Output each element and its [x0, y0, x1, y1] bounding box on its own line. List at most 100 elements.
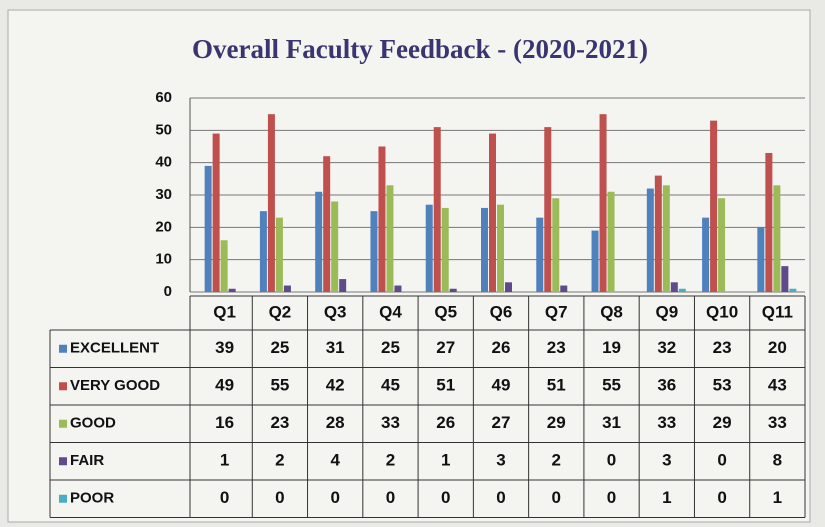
table-value: 55 — [602, 376, 621, 395]
legend-label: FAIR — [70, 452, 104, 469]
y-tick-label: 60 — [155, 89, 172, 106]
table-value: 3 — [662, 451, 671, 470]
table-value: 51 — [547, 376, 566, 395]
legend-label: GOOD — [70, 415, 116, 432]
table-value: 33 — [657, 413, 676, 432]
bar — [781, 266, 789, 292]
bar — [599, 114, 607, 293]
table-value: 0 — [607, 488, 616, 507]
bar — [670, 282, 678, 292]
legend-label: EXCELLENT — [70, 340, 159, 357]
table-value: 0 — [552, 488, 561, 507]
legend-swatch — [59, 457, 67, 466]
table-value: 2 — [386, 451, 395, 470]
x-tick-label: Q6 — [490, 302, 513, 321]
bar — [370, 211, 378, 292]
bar — [654, 175, 662, 292]
bar — [323, 156, 331, 292]
bar — [536, 217, 544, 292]
bar — [394, 285, 402, 292]
table-value: 31 — [326, 338, 345, 357]
bar — [378, 146, 386, 292]
bar — [449, 288, 457, 292]
bar — [662, 185, 670, 292]
x-tick-label: Q8 — [600, 302, 623, 321]
table-value: 39 — [215, 338, 234, 357]
bar — [789, 288, 797, 292]
bar — [481, 207, 488, 292]
table-value: 51 — [436, 376, 455, 395]
bar — [607, 191, 615, 292]
bar — [259, 211, 267, 292]
table-value: 49 — [215, 376, 234, 395]
x-tick-label: Q4 — [379, 302, 402, 321]
x-tick-label: Q2 — [269, 302, 292, 321]
table-value: 16 — [215, 413, 234, 432]
bar — [505, 282, 512, 292]
table-value: 1 — [773, 488, 782, 507]
table-value: 29 — [713, 413, 732, 432]
table-value: 49 — [492, 376, 511, 395]
table-value: 42 — [326, 376, 345, 395]
table-value: 33 — [381, 413, 400, 432]
bar — [204, 165, 212, 292]
bar — [283, 285, 291, 292]
y-tick-label: 10 — [155, 251, 172, 268]
table-value: 26 — [436, 413, 455, 432]
table-value: 25 — [270, 338, 289, 357]
bar — [425, 204, 433, 292]
legend-label: VERY GOOD — [70, 377, 160, 394]
bar — [228, 288, 236, 292]
y-tick-label: 30 — [155, 186, 172, 203]
bar — [339, 279, 347, 292]
bar — [386, 185, 394, 292]
table-value: 26 — [492, 338, 511, 357]
bar — [489, 133, 496, 292]
table-value: 29 — [547, 413, 566, 432]
table-value: 28 — [326, 413, 345, 432]
table-value: 1 — [220, 451, 229, 470]
bar — [220, 240, 228, 292]
bar — [315, 191, 323, 292]
table-value: 2 — [552, 451, 561, 470]
table-value: 0 — [330, 488, 339, 507]
legend-label: POOR — [70, 490, 114, 507]
legend-swatch — [59, 494, 67, 503]
table-value: 31 — [602, 413, 621, 432]
table-value: 3 — [496, 451, 505, 470]
table-value: 19 — [602, 338, 621, 357]
table-value: 0 — [441, 488, 450, 507]
table-value: 8 — [773, 451, 782, 470]
table-value: 45 — [381, 376, 400, 395]
table-value: 36 — [657, 376, 676, 395]
table-value: 23 — [713, 338, 732, 357]
bar — [544, 127, 552, 292]
bar — [773, 185, 781, 292]
x-tick-label: Q7 — [545, 302, 568, 321]
table-value: 0 — [717, 488, 726, 507]
bar — [702, 217, 710, 292]
x-tick-label: Q5 — [434, 302, 457, 321]
bar — [646, 188, 654, 292]
bar — [710, 120, 718, 292]
bar — [331, 201, 339, 292]
table-value: 43 — [768, 376, 787, 395]
bar — [497, 204, 504, 292]
table-value: 2 — [275, 451, 284, 470]
x-tick-label: Q1 — [213, 302, 236, 321]
table-value: 0 — [607, 451, 616, 470]
bar — [267, 114, 275, 293]
table-value: 25 — [381, 338, 400, 357]
bar — [552, 198, 560, 292]
bar — [441, 207, 449, 292]
table-value: 0 — [386, 488, 395, 507]
y-tick-label: 0 — [164, 283, 172, 300]
table-value: 0 — [275, 488, 284, 507]
legend-swatch — [59, 382, 67, 391]
x-tick-label: Q11 — [762, 302, 793, 321]
table-value: 23 — [270, 413, 289, 432]
table-value: 0 — [220, 488, 229, 507]
table-value: 0 — [496, 488, 505, 507]
x-tick-label: Q10 — [706, 302, 738, 321]
bar — [718, 198, 726, 292]
